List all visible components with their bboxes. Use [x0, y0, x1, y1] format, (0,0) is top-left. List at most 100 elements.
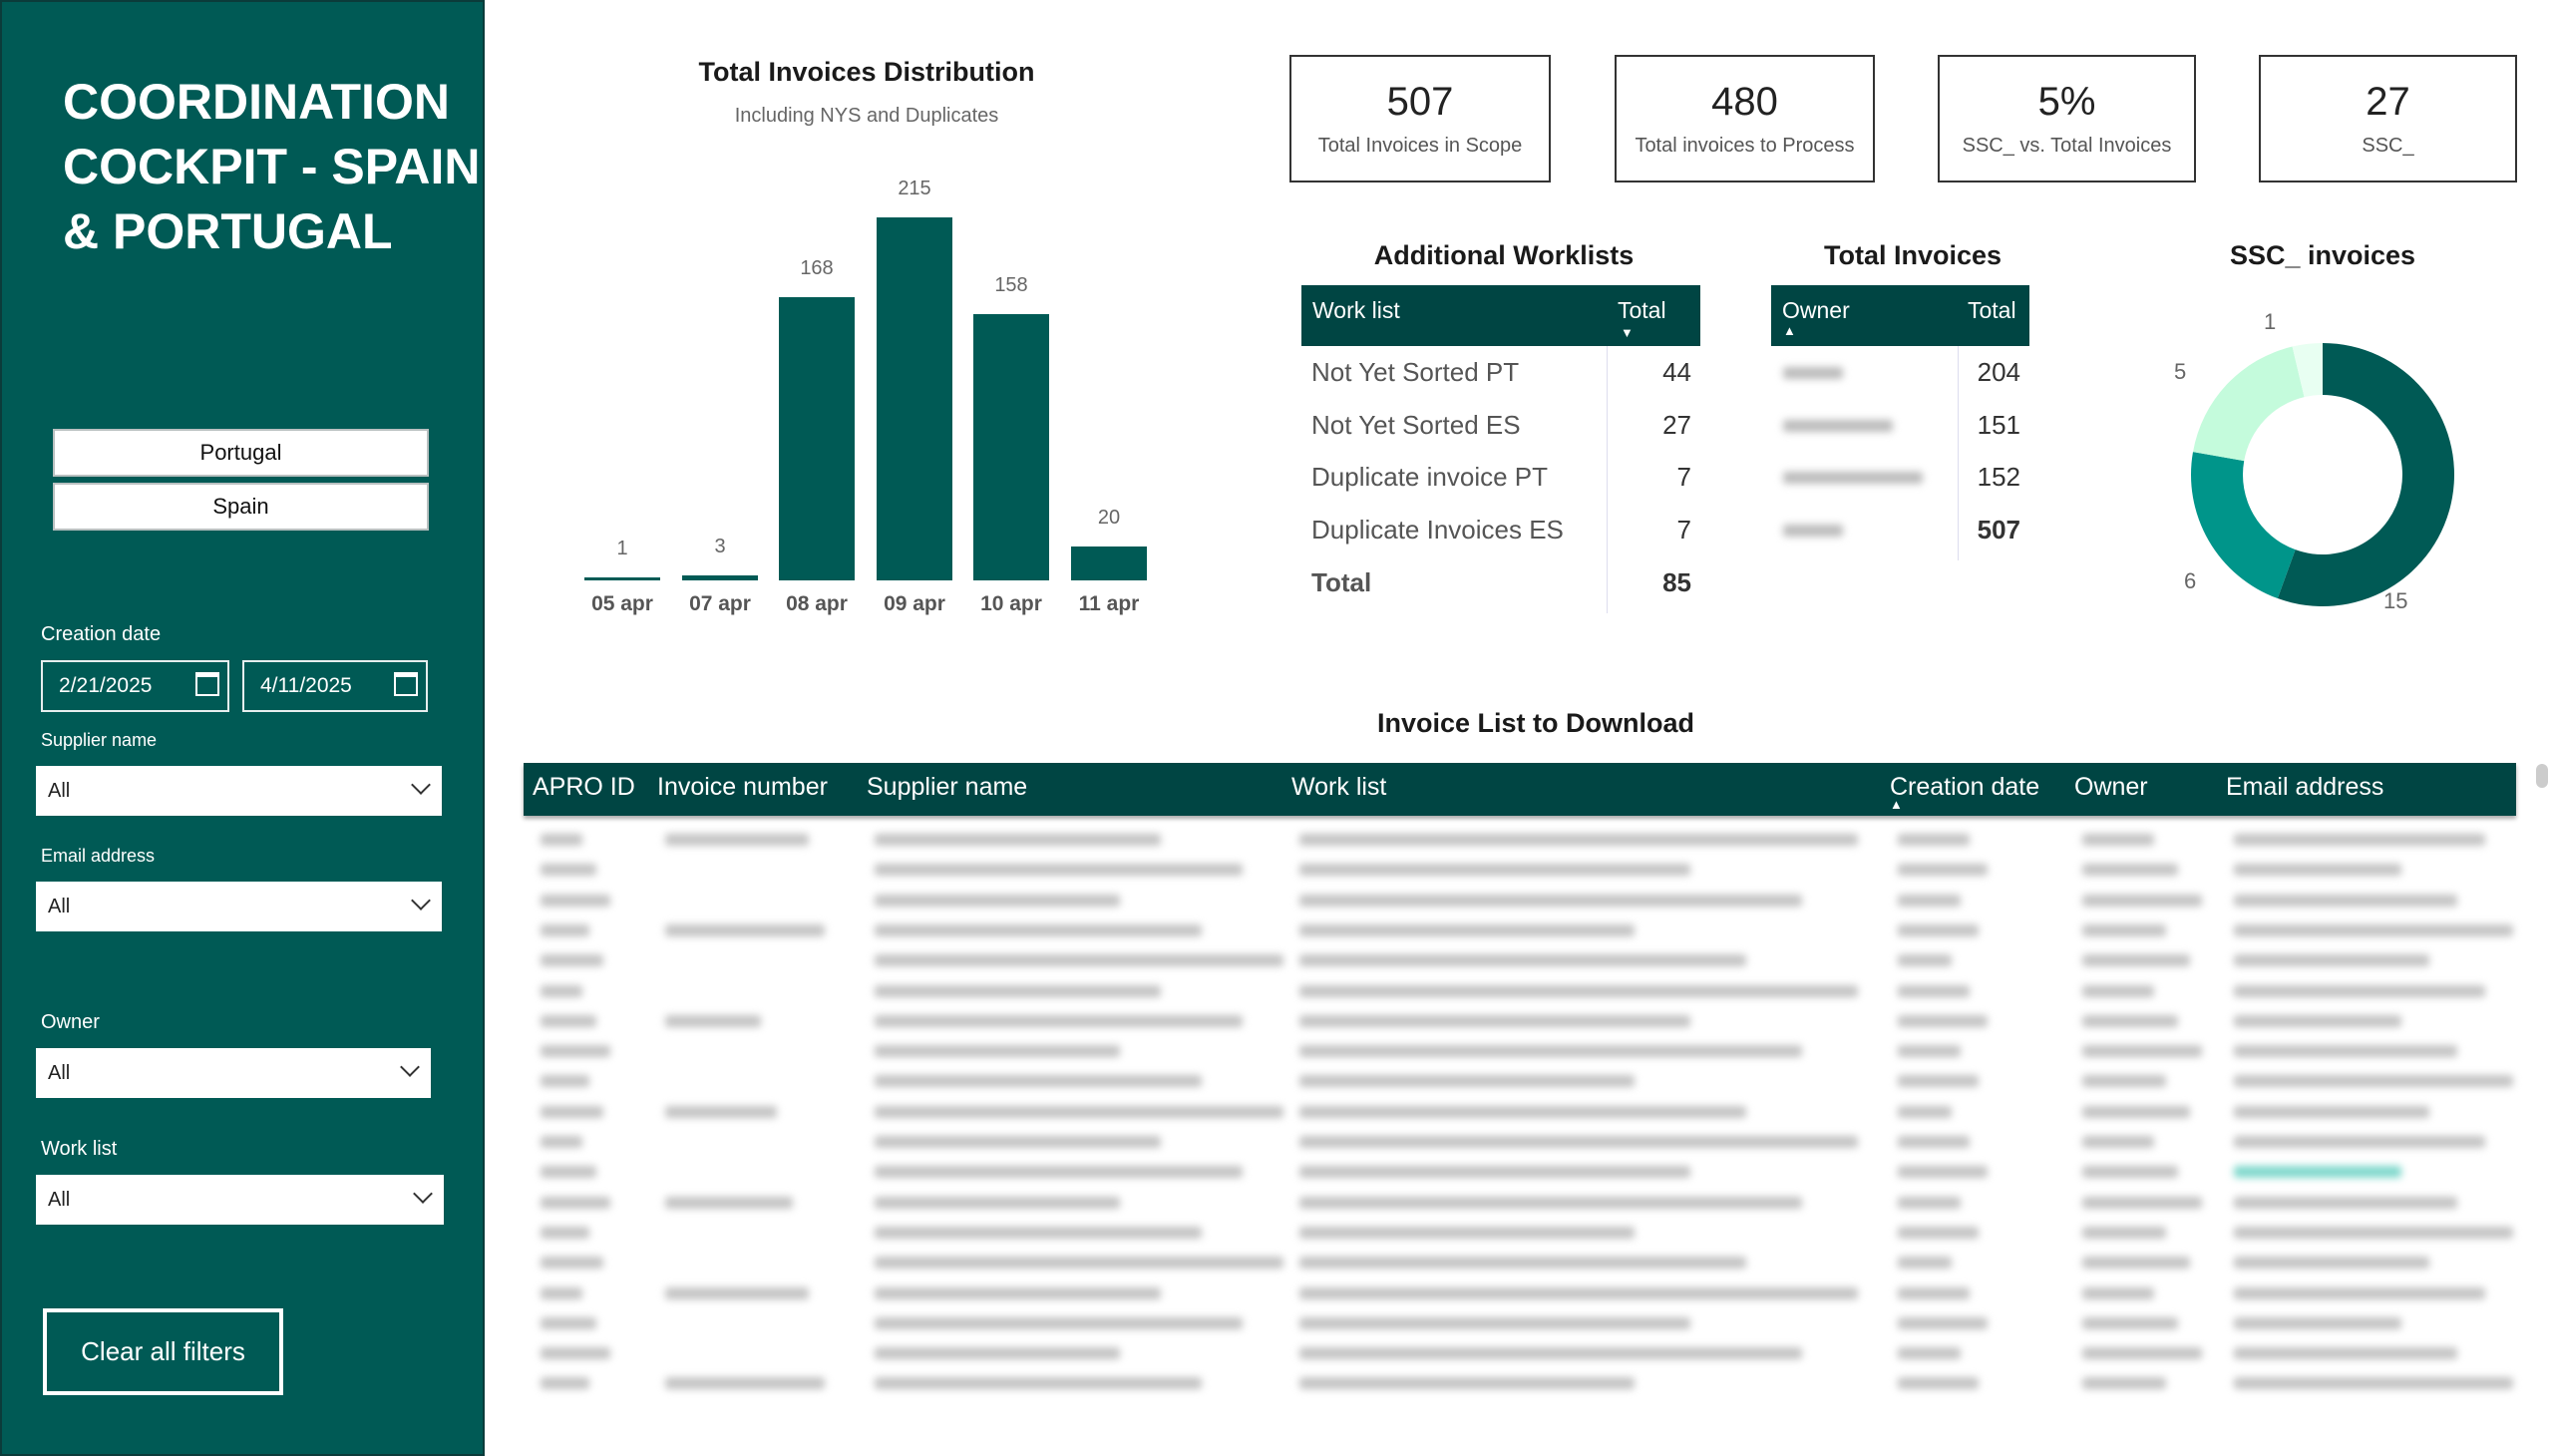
column-header[interactable]: Owner	[2074, 773, 2148, 801]
column-header[interactable]: Work list	[1291, 773, 1387, 801]
redacted-cell	[875, 1196, 1120, 1209]
redacted-cell	[875, 1226, 1202, 1239]
redacted-cell	[1898, 1045, 1961, 1058]
owner-total: 151	[1977, 410, 2020, 440]
redacted-cell	[1299, 984, 1858, 997]
bar[interactable]	[584, 577, 660, 580]
supplier-label: Supplier name	[41, 730, 158, 750]
redacted-cell	[541, 1257, 603, 1270]
date-to-input[interactable]: 4/11/2025	[242, 660, 428, 712]
redacted-cell	[1898, 1166, 1988, 1179]
header-total[interactable]: Total	[1618, 297, 1666, 323]
column-header[interactable]: Creation date	[1890, 773, 2040, 801]
header-total[interactable]: Total	[1968, 297, 2016, 323]
redacted-cell	[1898, 834, 1970, 846]
redacted-cell	[1898, 984, 1970, 997]
redacted-cell	[875, 1316, 1243, 1329]
email-value: All	[48, 895, 71, 917]
scrollbar[interactable]	[2536, 764, 2548, 788]
calendar-icon[interactable]	[394, 672, 418, 696]
x-tick-label: 10 apr	[980, 592, 1042, 615]
redacted-cell	[665, 1377, 825, 1390]
worklist-total: 7	[1676, 462, 1691, 492]
bar[interactable]	[779, 296, 855, 580]
bar[interactable]	[973, 313, 1049, 580]
redacted-cell	[875, 1257, 1283, 1270]
redacted-cell	[875, 954, 1283, 967]
redacted-cell	[875, 1286, 1161, 1299]
column-header[interactable]: Invoice number	[657, 773, 828, 801]
column-header[interactable]: Email address	[2226, 773, 2384, 801]
column-header[interactable]: Supplier name	[867, 773, 1028, 801]
redacted-cell	[1898, 864, 1988, 877]
sort-asc-icon: ▲	[1783, 323, 1796, 338]
kpi-label: Total invoices to Process	[1635, 135, 1855, 157]
email-dropdown[interactable]: All	[36, 882, 442, 931]
redacted-cell	[2082, 1257, 2190, 1270]
redacted-cell	[541, 923, 589, 936]
redacted-cell	[1299, 1045, 1802, 1058]
redacted-cell	[541, 1136, 582, 1148]
bar[interactable]	[877, 217, 952, 580]
redacted-cell	[541, 894, 610, 907]
kpi-value: 480	[1711, 80, 1778, 124]
owner-name-redacted	[1783, 367, 1843, 379]
redacted-cell	[875, 894, 1120, 907]
redacted-cell	[2234, 1045, 2457, 1058]
redacted-cell	[541, 1347, 610, 1360]
worklist-name[interactable]: Duplicate Invoices ES	[1311, 515, 1564, 545]
redacted-cell	[541, 1196, 610, 1209]
redacted-cell	[1299, 894, 1802, 907]
redacted-cell	[1299, 864, 1690, 877]
kpi-value: 5%	[2037, 80, 2096, 124]
donut-slice[interactable]	[2277, 343, 2454, 606]
redacted-cell	[665, 1105, 777, 1118]
date-from-input[interactable]: 2/21/2025	[41, 660, 229, 712]
redacted-cell	[2234, 1075, 2513, 1088]
kpi-card: 507 Total Invoices in Scope	[1289, 55, 1551, 182]
clear-filters-button[interactable]: Clear all filters	[43, 1308, 283, 1395]
redacted-cell	[1898, 1377, 1979, 1390]
redacted-cell	[541, 1075, 589, 1088]
redacted-cell	[875, 1075, 1202, 1088]
worklist-grand-total: 85	[1662, 567, 1691, 597]
owner-dropdown[interactable]: All	[36, 1048, 431, 1098]
kpi-card: 27 SSC_	[2259, 55, 2517, 182]
kpi-value: 507	[1386, 80, 1454, 124]
x-tick-label: 08 apr	[786, 592, 848, 615]
redacted-cell	[1898, 923, 1979, 936]
bar[interactable]	[682, 574, 758, 580]
donut-slice[interactable]	[2292, 343, 2323, 398]
redacted-cell	[2082, 954, 2190, 967]
calendar-icon[interactable]	[195, 672, 219, 696]
redacted-cell	[1299, 1257, 1746, 1270]
donut-slice[interactable]	[2193, 346, 2305, 462]
bar[interactable]	[1071, 546, 1147, 580]
redacted-cell	[1299, 1316, 1690, 1329]
redacted-cell	[2082, 1075, 2166, 1088]
redacted-cell	[2234, 923, 2513, 936]
header-owner[interactable]: Owner	[1782, 297, 1850, 323]
redacted-cell	[2082, 984, 2154, 997]
worklist-name[interactable]: Not Yet Sorted ES	[1311, 410, 1521, 440]
country-button-spain[interactable]: Spain	[53, 483, 429, 531]
column-header[interactable]: APRO ID	[533, 773, 635, 801]
kpi-label: SSC_ vs. Total Invoices	[1962, 135, 2172, 157]
country-button-portugal[interactable]: Portugal	[53, 429, 429, 477]
supplier-dropdown[interactable]: All	[36, 766, 442, 816]
redacted-cell	[1299, 1226, 1635, 1239]
worklist-name[interactable]: Duplicate invoice PT	[1311, 462, 1548, 492]
redacted-cell	[2234, 864, 2401, 877]
header-work-list[interactable]: Work list	[1312, 297, 1400, 323]
worklist-name[interactable]: Not Yet Sorted PT	[1311, 357, 1520, 387]
redacted-cell	[875, 1136, 1161, 1148]
worklist-dropdown[interactable]: All	[36, 1175, 444, 1225]
donut-slice[interactable]	[2191, 452, 2296, 599]
redacted-cell	[2082, 864, 2178, 877]
bar-data-label: 158	[994, 273, 1028, 296]
redacted-cell	[541, 864, 596, 877]
donut-title: SSC_ invoices	[2229, 240, 2416, 270]
redacted-cell	[665, 1196, 793, 1209]
redacted-cell	[2234, 1347, 2457, 1360]
redacted-cell	[1299, 1286, 1858, 1299]
